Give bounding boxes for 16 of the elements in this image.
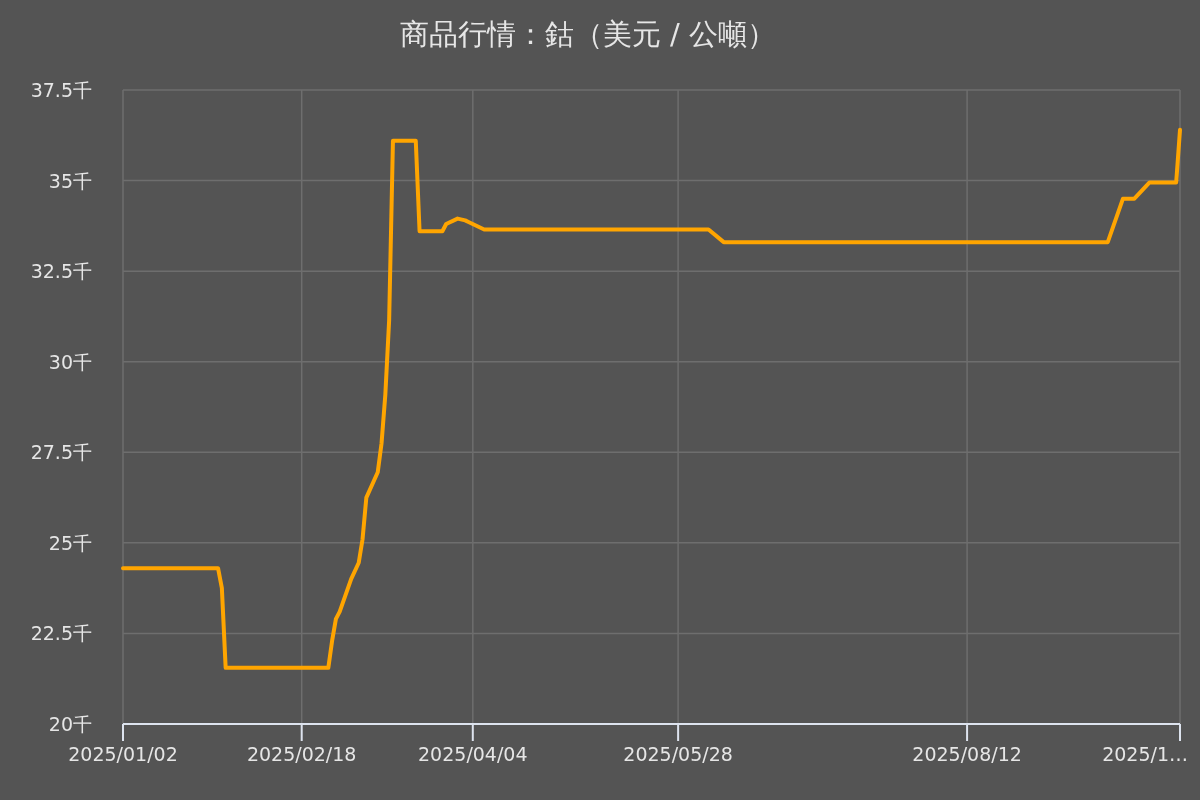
y-tick-label: 25千	[48, 531, 92, 554]
y-tick-label: 35千	[48, 169, 92, 192]
y-tick-label: 32.5千	[30, 260, 92, 283]
x-tick-label: 2025/04/04	[418, 743, 528, 765]
chart-title: 商品行情：鈷（美元 / 公噸）	[399, 17, 777, 51]
y-tick-label: 27.5千	[30, 441, 92, 464]
x-tick-label: 2025/1…	[1102, 743, 1188, 765]
y-tick-label: 37.5千	[30, 79, 92, 101]
x-tick-label: 2025/01/02	[68, 743, 178, 765]
y-tick-label: 20千	[48, 713, 92, 735]
x-tick-label: 2025/02/18	[246, 743, 357, 765]
y-tick-label: 30千	[48, 350, 92, 373]
y-tick-label: 22.5千	[30, 622, 92, 645]
line-series	[121, 127, 1182, 670]
x-tick-label: 2025/05/28	[623, 743, 733, 765]
x-tick-label: 2025/08/12	[912, 743, 1022, 765]
